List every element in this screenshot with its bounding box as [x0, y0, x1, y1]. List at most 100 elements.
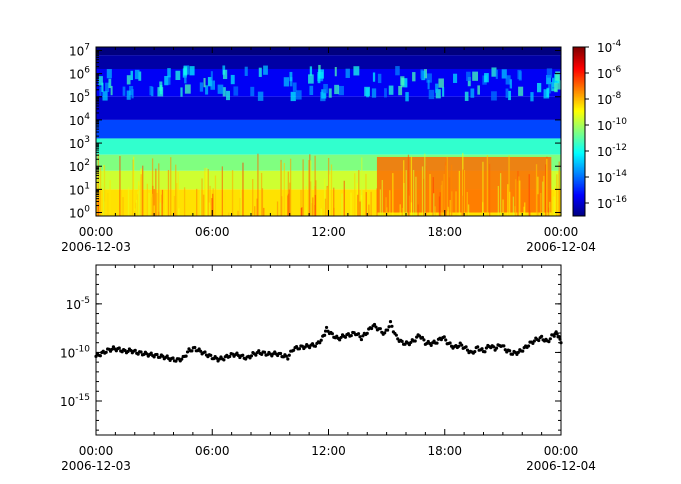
spectrogram-stripe [463, 169, 465, 216]
colorbar-cell [573, 130, 585, 132]
spectrogram-patch [423, 69, 427, 79]
spectrogram-y-axis: 100 101 102 103 104 105 106 107 [69, 42, 561, 221]
scatter-point [324, 325, 329, 330]
colorbar-cell [573, 183, 585, 186]
colorbar-tick-label: 10-14 [597, 169, 627, 185]
spectrogram-patch [167, 68, 171, 78]
spectrogram-patch [470, 88, 475, 98]
scatter-point [383, 331, 387, 335]
scatter-point [372, 322, 377, 327]
scatter-point [540, 334, 544, 338]
spectrogram-stripe [99, 190, 101, 216]
spectrogram-stripe [173, 195, 176, 216]
spectrogram-stripe [162, 203, 165, 216]
spectrogram-stripe [449, 199, 451, 216]
spectrogram-stripe [542, 181, 544, 216]
colorbar-cell [573, 101, 585, 104]
spectrogram-stripe [155, 168, 157, 216]
spectrogram-stripe [314, 194, 316, 216]
scatter-point [365, 331, 369, 335]
colorbar-cell [573, 85, 585, 87]
spectrogram-y-tick-label: 106 [69, 66, 90, 82]
spectrogram-stripe [208, 202, 211, 216]
scatter-x-tick-label: 06:00 [195, 444, 230, 458]
scatter-point [385, 328, 390, 332]
spectrogram-patch [159, 81, 163, 91]
spectrogram-patch [555, 71, 561, 81]
spectrogram-patch [438, 78, 444, 88]
scatter-point [457, 344, 461, 348]
spectrogram-patch [308, 74, 314, 84]
spectrogram-stripe [161, 194, 163, 216]
colorbar-cell [573, 138, 585, 141]
scatter-point [521, 349, 525, 353]
spectrogram-stripe [425, 166, 427, 216]
spectrogram-stripe [156, 192, 158, 216]
spectrogram-patch [290, 91, 296, 102]
spectrogram-band [96, 119, 561, 139]
scatter-point [394, 333, 398, 337]
spectrogram-stripe [257, 153, 259, 216]
spectrogram-patch [258, 67, 262, 77]
spectrogram-stripe [535, 164, 538, 216]
spectrogram-patch [149, 86, 153, 96]
scatter-point [136, 352, 140, 356]
scatter-point [257, 349, 261, 353]
scatter-point [361, 334, 365, 338]
spectrogram-stripe [458, 170, 461, 216]
spectrogram-stripe [201, 178, 203, 216]
spectrogram-patch [334, 67, 337, 77]
spectrogram-patch [263, 65, 268, 75]
scatter-point [254, 353, 258, 357]
colorbar-cell [573, 193, 585, 196]
spectrogram-stripe [158, 163, 160, 216]
colorbar-cell [573, 179, 585, 182]
colorbar-cell [573, 207, 585, 210]
colorbar-cell [573, 154, 585, 156]
spectrogram-stripe [524, 202, 526, 216]
colorbar-cell [573, 151, 585, 154]
colorbar-cell [573, 196, 585, 199]
colorbar-cell [573, 114, 585, 117]
scatter-point [460, 343, 464, 347]
spectrogram-stripe [444, 162, 447, 216]
scatter-point [171, 356, 175, 360]
spectrogram-patch [472, 71, 479, 81]
colorbar-cell [573, 175, 585, 178]
spectrogram-stripe [178, 208, 180, 216]
spectrogram-stripe [122, 197, 124, 216]
colorbar-cell [573, 211, 585, 214]
spectrogram-patch [377, 73, 382, 84]
spectrogram-patch [548, 84, 551, 94]
colorbar-cell [573, 163, 585, 166]
colorbar-tick-label: 10-6 [597, 65, 622, 81]
spectrogram-patch [130, 70, 133, 81]
spectrogram-patch [467, 76, 471, 87]
scatter-point [330, 332, 334, 336]
scatter-point [323, 333, 327, 337]
spectrogram-stripe [379, 189, 382, 216]
scatter-point [358, 335, 362, 339]
spectrogram-stripe [399, 204, 401, 216]
scatter-point [209, 353, 213, 357]
scatter-point [326, 329, 330, 333]
spectrogram-x-date-label: 2006-12-03 [61, 240, 131, 254]
spectrogram-patch [518, 71, 522, 81]
spectrogram-patch [207, 77, 213, 87]
spectrogram-y-tick-label: 101 [69, 181, 90, 197]
colorbar-cell [573, 169, 585, 172]
colorbar-cell [573, 99, 585, 102]
spectrogram-stripe [417, 204, 419, 216]
scatter-point [526, 344, 531, 348]
colorbar-cell [573, 100, 585, 103]
spectrogram-stripe [289, 158, 292, 216]
colorbar-cell [573, 93, 585, 96]
scatter-point [133, 348, 137, 352]
scatter-point [297, 347, 302, 351]
scatter-point [161, 354, 165, 358]
spectrogram-stripe [288, 189, 290, 216]
scatter-point [448, 341, 452, 345]
spectrogram-patch [210, 80, 216, 90]
scatter-x-tick-label: 12:00 [311, 444, 346, 458]
